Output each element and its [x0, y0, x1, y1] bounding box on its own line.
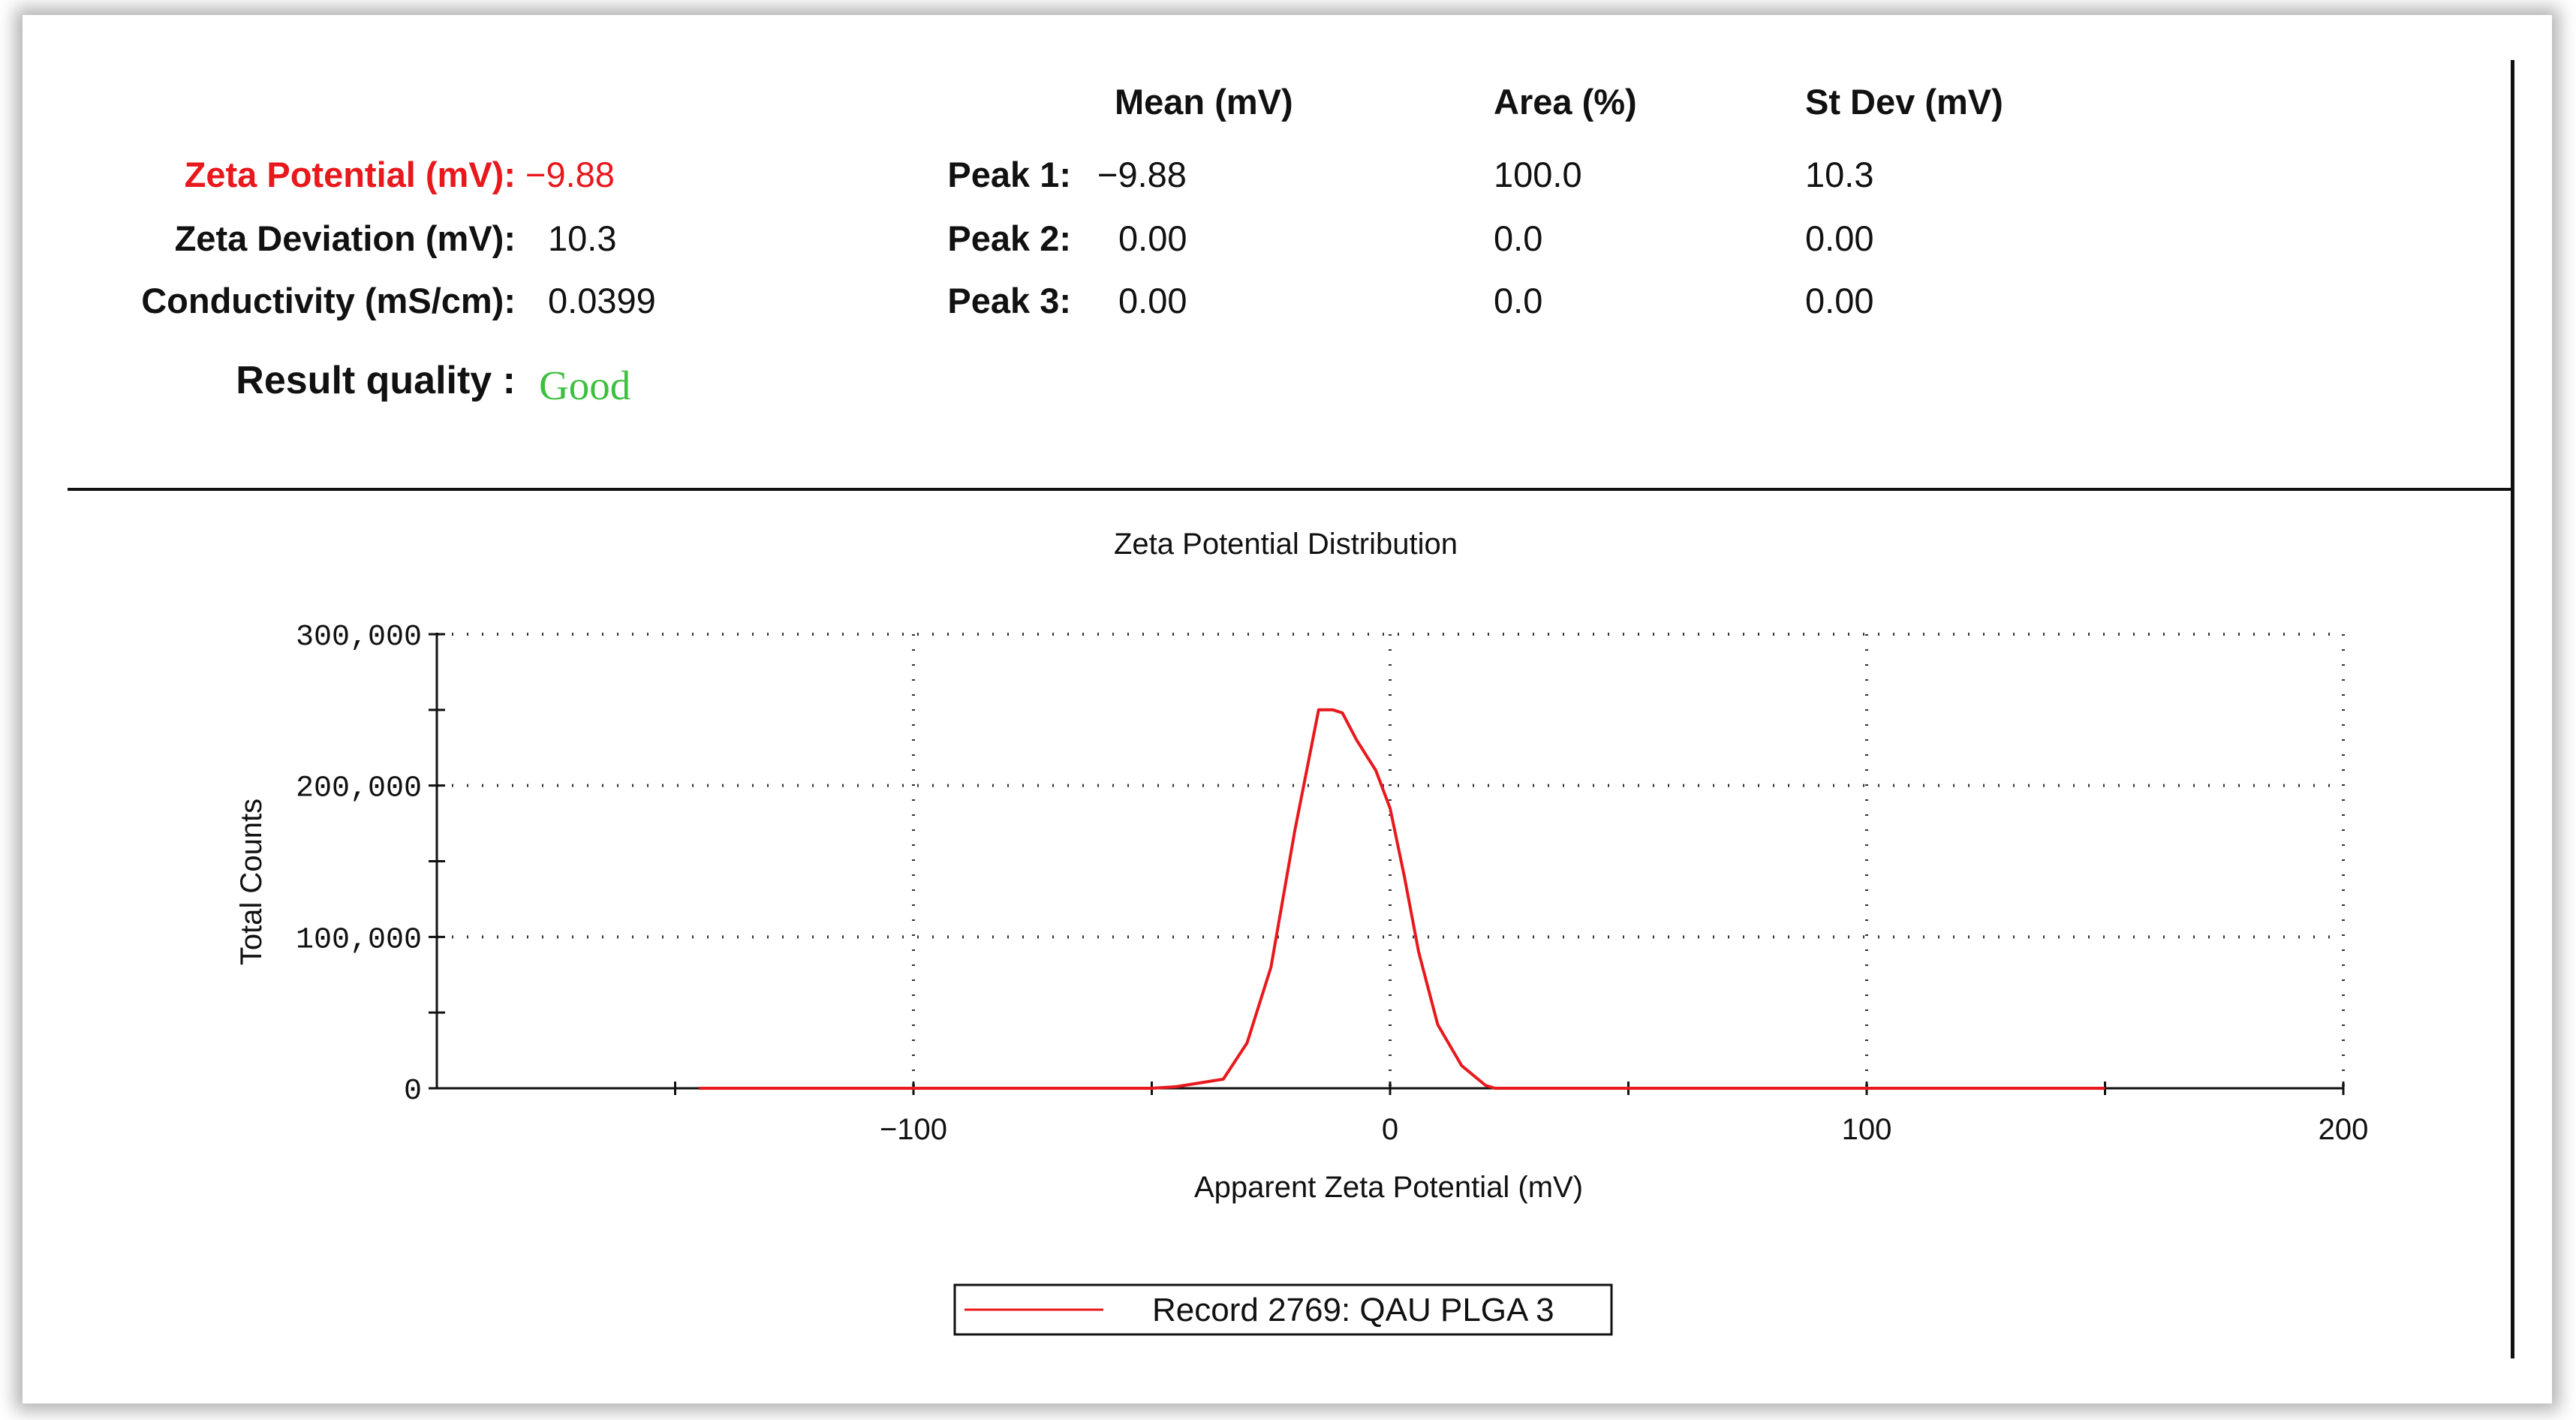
- x-tick-label: −100: [880, 1113, 947, 1146]
- y-tick-label: 300,000: [296, 621, 422, 654]
- x-axis-title: Apparent Zeta Potential (mV): [1194, 1171, 1583, 1204]
- series-layer: [699, 708, 2105, 1090]
- x-tick-label: 0: [1382, 1113, 1398, 1146]
- y-tick-label: 100,000: [296, 923, 422, 957]
- peak-3-area: 0.0: [1494, 281, 1543, 320]
- header-stdev: St Dev (mV): [1805, 82, 2003, 122]
- peak-3-stdev: 0.00: [1805, 281, 1874, 320]
- x-tick-label: 100: [1842, 1113, 1892, 1146]
- peak-3-mean: 0.00: [1118, 281, 1187, 320]
- y-tick-label: 200,000: [296, 772, 422, 806]
- series-line-1: [699, 708, 2105, 1090]
- y-axis-title: Total Counts: [235, 799, 268, 965]
- header-mean: Mean (mV): [1115, 82, 1293, 122]
- result-quality-label: Result quality :: [236, 359, 516, 402]
- peak-2-label: Peak 2:: [947, 218, 1071, 258]
- zeta-potential-label: Zeta Potential (mV):: [184, 155, 516, 194]
- zeta-potential-value: −9.88: [525, 155, 615, 194]
- axes: [429, 633, 2345, 1095]
- peak-2-area: 0.0: [1494, 218, 1543, 258]
- peak-1-stdev: 10.3: [1805, 155, 1874, 194]
- peak-3-label: Peak 3:: [947, 281, 1071, 320]
- result-quality-value: Good: [539, 363, 631, 408]
- conductivity-label: Conductivity (mS/cm):: [141, 281, 516, 320]
- x-tick-label: 200: [2319, 1113, 2369, 1146]
- peak-1-label: Peak 1:: [947, 155, 1071, 194]
- peak-1-mean: −9.88: [1097, 155, 1187, 194]
- zeta-deviation-value: 10.3: [548, 218, 617, 258]
- section-divider: [68, 488, 2512, 491]
- tick-labels: −100 0 100 200 0 100,000 200,000 300,000: [296, 621, 2368, 1146]
- conductivity-value: 0.0399: [548, 281, 656, 320]
- peak-2-mean: 0.00: [1118, 218, 1187, 258]
- legend-label: Record 2769: QAU PLGA 3: [1152, 1292, 1554, 1328]
- zeta-deviation-label: Zeta Deviation (mV):: [174, 218, 516, 258]
- peak-2-stdev: 0.00: [1805, 218, 1874, 258]
- chart-title: Zeta Potential Distribution: [1114, 528, 1458, 561]
- right-border-line: [2511, 60, 2514, 1358]
- header-area: Area (%): [1494, 82, 1637, 122]
- grid: [437, 633, 2345, 1088]
- peak-1-area: 100.0: [1494, 155, 1582, 194]
- legend: Record 2769: QAU PLGA 3: [953, 1283, 1613, 1336]
- y-tick-label: 0: [404, 1075, 422, 1109]
